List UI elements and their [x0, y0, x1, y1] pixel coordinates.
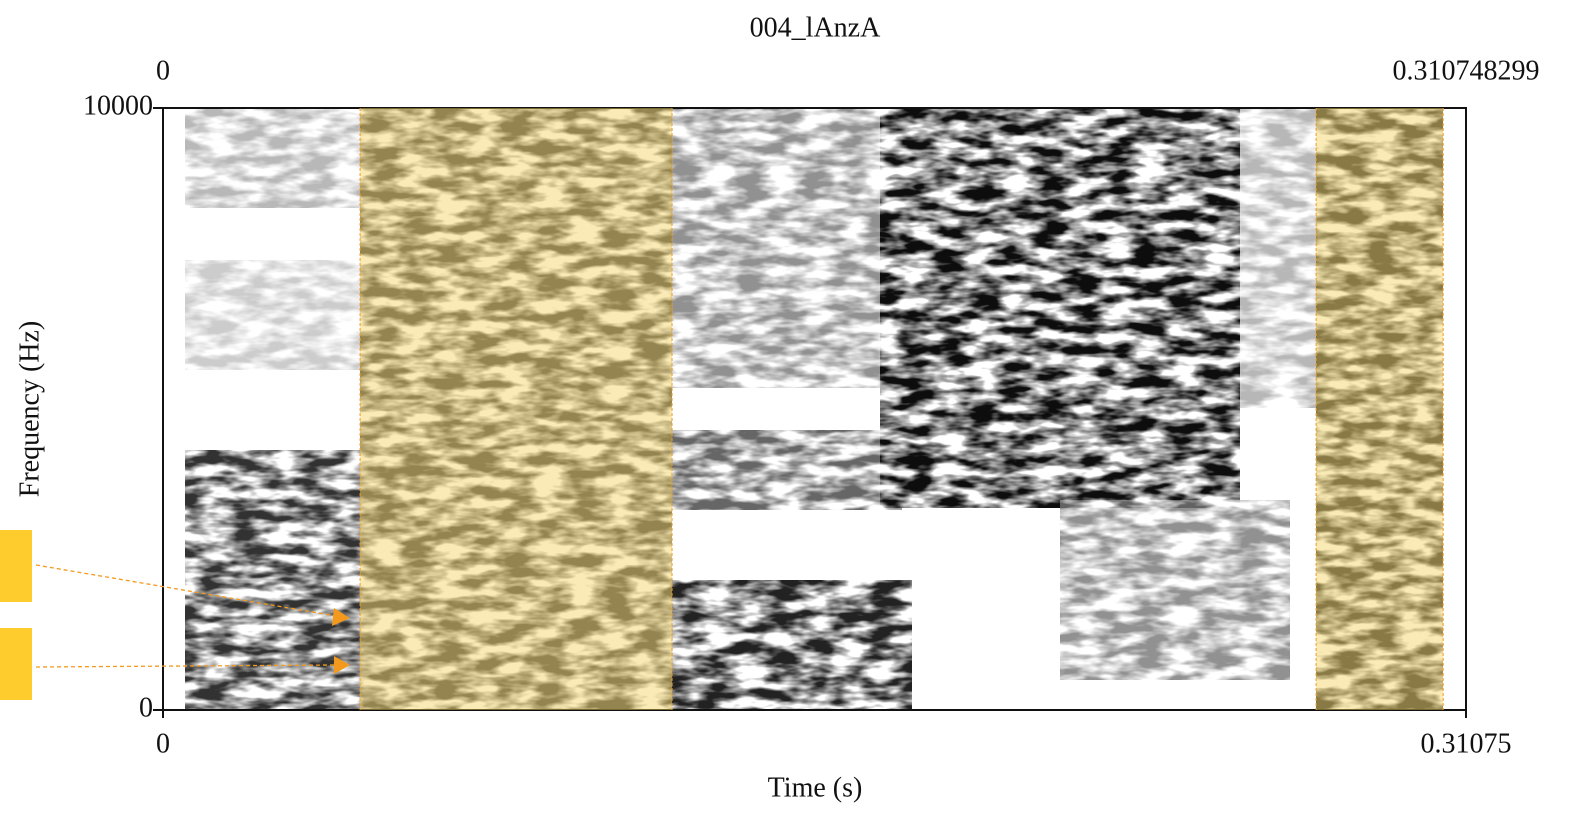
y-axis-label: Frequency (Hz) — [14, 321, 45, 497]
x-tick-label: 0.31075 — [1421, 728, 1512, 759]
arrow-head — [332, 608, 350, 626]
annotation-arrow — [35, 564, 337, 617]
x-axis-label: Time (s) — [768, 772, 863, 803]
arrow-head — [334, 656, 350, 674]
y-tick-label: 10000 — [83, 90, 153, 121]
plot-frame — [162, 107, 1467, 711]
annotation-arrow — [35, 664, 337, 668]
top-time-label: 0.310748299 — [1392, 55, 1539, 86]
highlight-region — [360, 108, 673, 710]
spectrogram-texture — [185, 108, 1443, 710]
x-tick-label: 0 — [156, 728, 170, 759]
y-tick-label: 0 — [139, 692, 153, 723]
top-time-label: 0 — [156, 55, 170, 86]
annotation-box — [0, 530, 32, 602]
highlight-region — [1316, 108, 1444, 710]
annotation-box — [0, 628, 32, 700]
chart-title: 004_lAnzA — [750, 12, 881, 43]
